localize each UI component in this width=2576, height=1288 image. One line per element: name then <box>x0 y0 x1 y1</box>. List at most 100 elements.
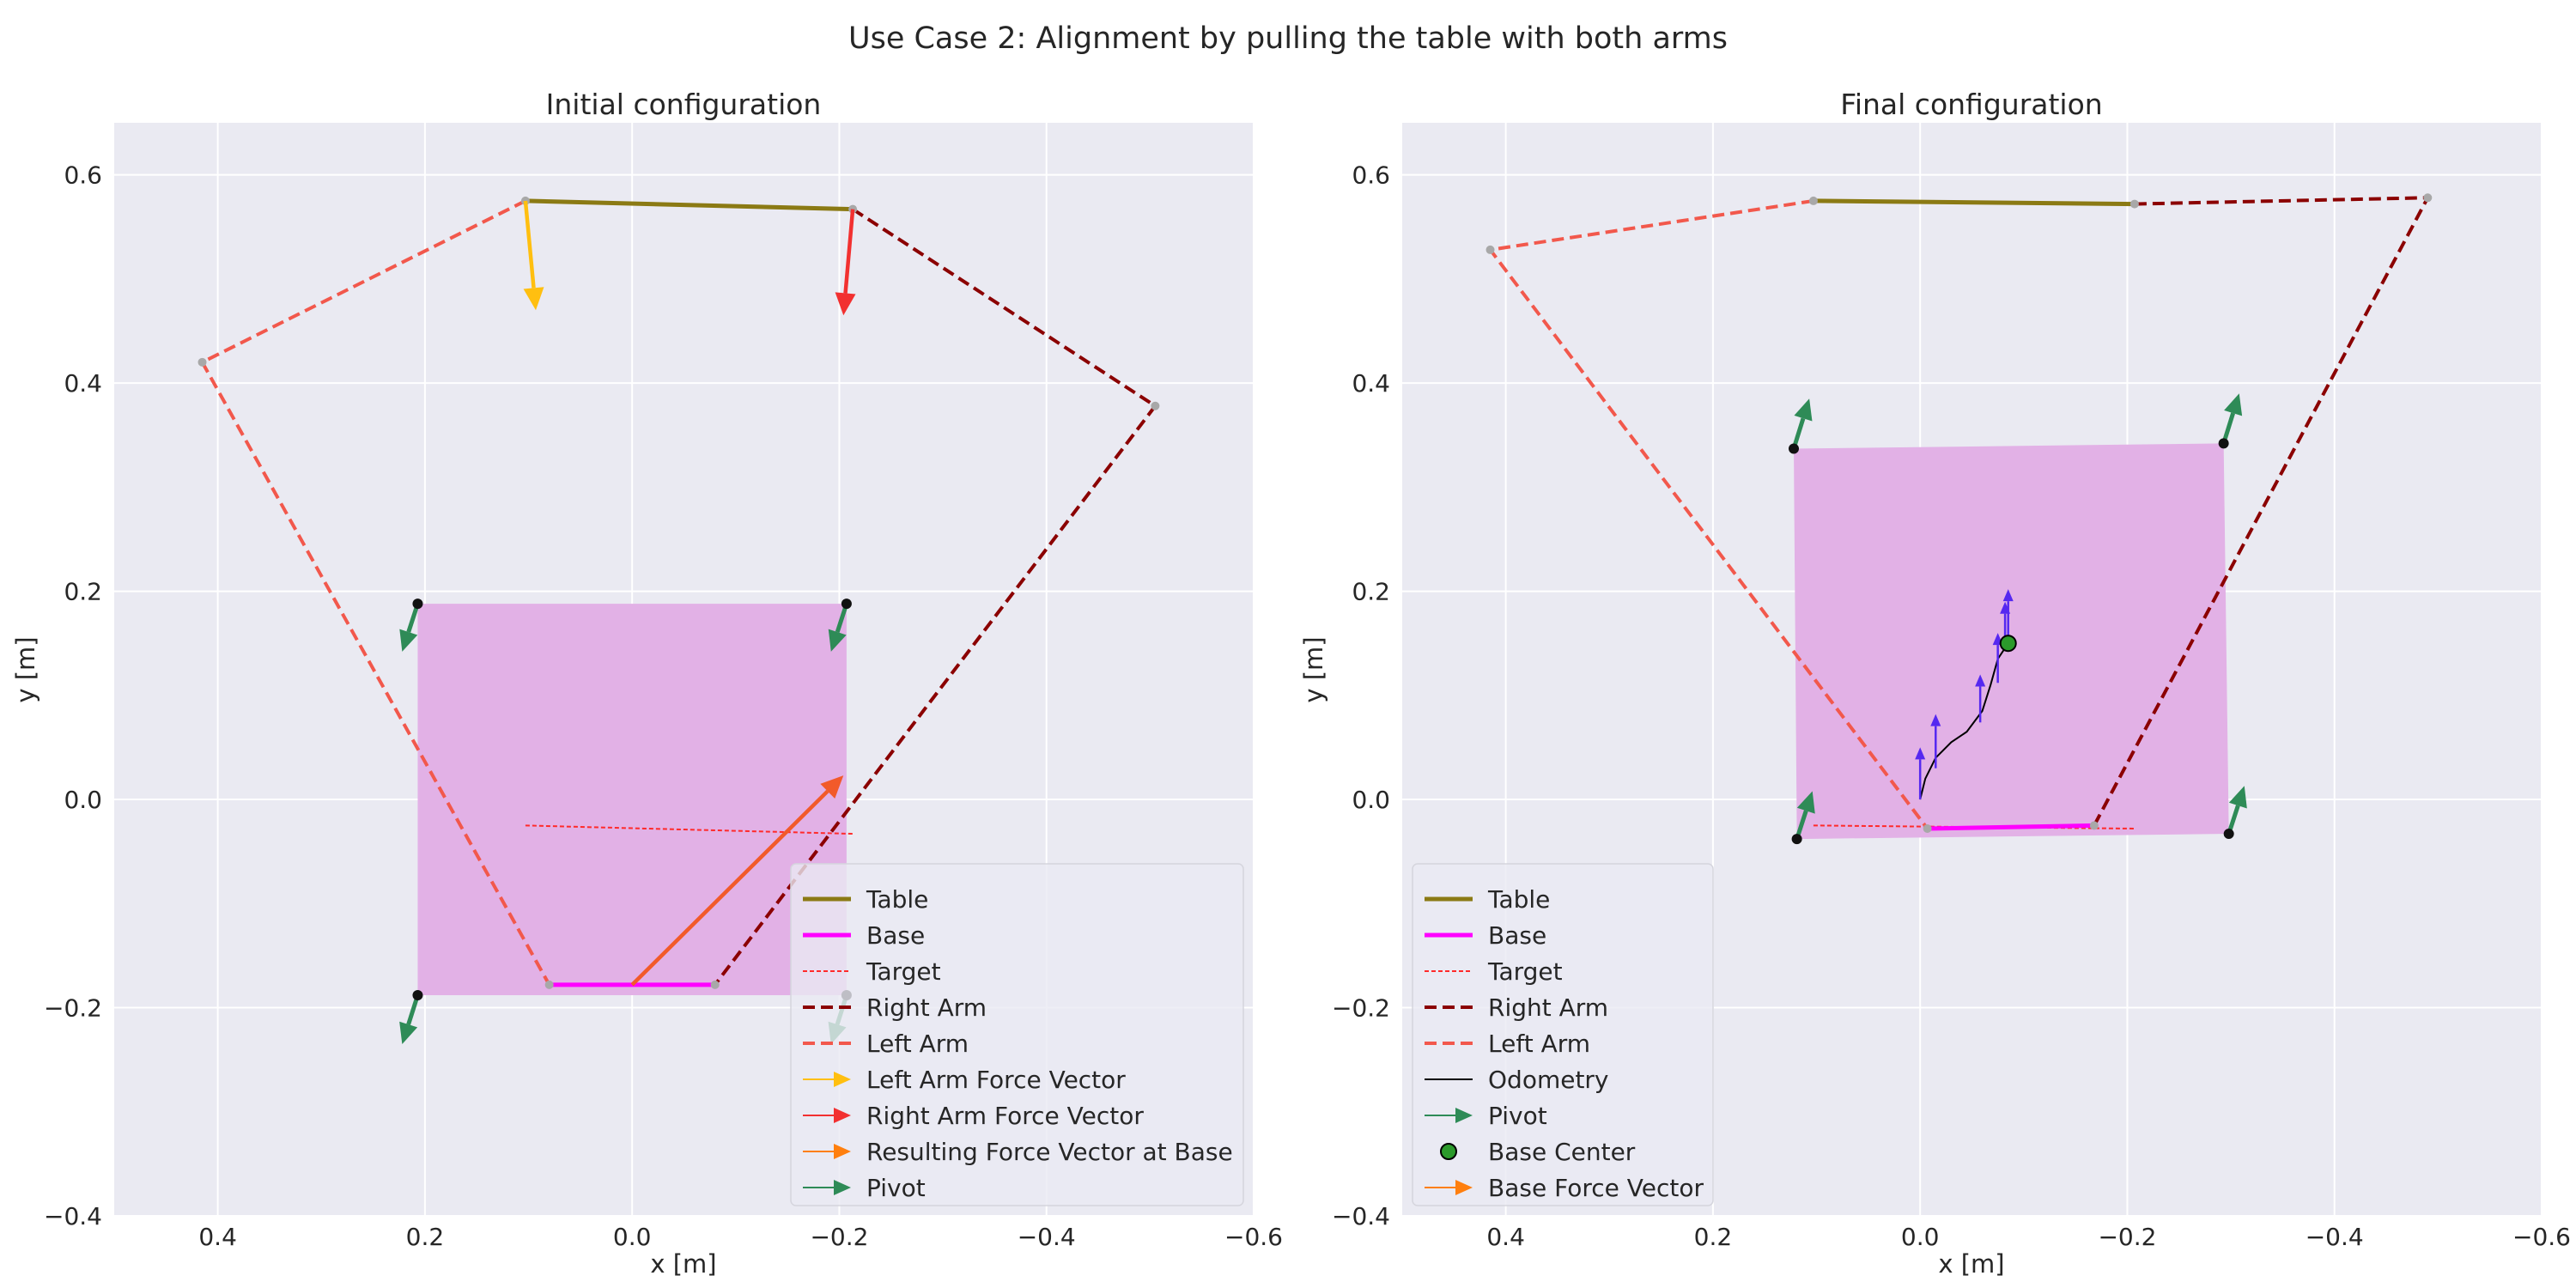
legend-label: Target <box>866 957 941 986</box>
legend-label: Odometry <box>1488 1066 1609 1094</box>
panel-title: Final configuration <box>1840 88 2102 121</box>
panel-initial: Initial configuration x [m] y [m] 0.4 0.2… <box>11 88 1283 1279</box>
tick-labels: 0.4 0.2 0.0 −0.2 −0.4 −0.6 0.6 0.4 0.2 0.0 −0.2 −0.… <box>1332 161 2571 1251</box>
y-tick-label: −0.4 <box>1332 1202 1390 1230</box>
legend: Table Base Target Right Arm Left Arm Odometry… <box>1412 863 1714 1206</box>
legend-label: Base <box>866 921 925 950</box>
y-tick-label: 0.2 <box>1352 578 1390 606</box>
table-grip-marker <box>2129 199 2139 209</box>
arm-joint-marker <box>2423 193 2433 203</box>
y-tick-label: 0.4 <box>64 369 102 398</box>
arm-joint-marker <box>1485 245 1495 254</box>
x-tick-label: −0.4 <box>1018 1223 1076 1251</box>
legend-label: Target <box>1487 957 1563 986</box>
legend-handle-head <box>1455 1180 1473 1195</box>
y-tick-label: −0.2 <box>44 994 102 1023</box>
right-arm-force-arrow-shaft <box>843 209 855 294</box>
chart-marks <box>197 196 1160 1044</box>
left-arm-force-arrow-shaft <box>523 200 536 289</box>
y-tick-label: 0.2 <box>64 578 102 606</box>
x-tick-label: 0.0 <box>613 1223 652 1251</box>
legend-label: Pivot <box>866 1174 926 1202</box>
legend-label: Right Arm <box>1488 993 1608 1022</box>
base-force-arrow-head <box>1915 747 1926 760</box>
table-grip-marker <box>1808 196 1818 205</box>
base-end-marker <box>544 980 554 989</box>
pivot-arrow <box>1791 398 1813 450</box>
base-force-arrow-head <box>1930 714 1941 726</box>
tick-labels: 0.4 0.2 0.0 −0.2 −0.4 −0.6 0.6 0.4 0.2 0.0 −0.2 −0.… <box>44 161 1283 1251</box>
base-end-marker <box>1923 823 1932 833</box>
y-tick-label: −0.4 <box>44 1202 102 1230</box>
odometry-line <box>1919 642 2009 800</box>
legend: Table Base Target Right Arm Left Arm Left Arm… <box>790 863 1244 1206</box>
base-force-arrow-head <box>1975 674 1986 687</box>
resulting-force-arrow <box>630 775 844 987</box>
x-tick-label: −0.6 <box>1224 1223 1283 1251</box>
base-end-marker <box>710 980 720 989</box>
x-tick-label: −0.2 <box>2098 1223 2156 1251</box>
legend-label: Table <box>1487 885 1550 914</box>
legend-label: Left Arm <box>1488 1030 1590 1058</box>
resulting-force-arrow-shaft <box>630 789 829 987</box>
legend-handle-head <box>834 1144 851 1159</box>
x-tick-label: 0.4 <box>198 1223 237 1251</box>
right-arm-force-arrow <box>835 209 856 316</box>
pivot-marker <box>1791 834 1802 845</box>
legend-handle <box>1425 1108 1473 1123</box>
pivot-arrow-shaft <box>2221 412 2236 445</box>
chart-marks <box>1485 193 2433 845</box>
legend-handle-head <box>1455 1108 1473 1123</box>
x-tick-label: −0.2 <box>810 1223 868 1251</box>
table-line <box>525 198 854 212</box>
legend-label: Base <box>1488 921 1546 950</box>
legend-label: Table <box>866 885 928 914</box>
x-tick-label: 0.2 <box>406 1223 445 1251</box>
base-footprint <box>417 604 847 995</box>
pivot-arrow-head <box>2224 393 2243 416</box>
left-arm-force-arrow <box>523 200 544 311</box>
legend-label: Base Force Vector <box>1488 1174 1704 1202</box>
base-force-arrow-head <box>2000 601 2011 614</box>
pivot-arrow-head <box>828 629 847 652</box>
legend-label: Resulting Force Vector at Base <box>866 1138 1233 1166</box>
legend-label: Pivot <box>1488 1102 1547 1130</box>
x-axis-label: x [m] <box>650 1249 716 1279</box>
y-tick-label: 0.6 <box>1352 161 1390 190</box>
figure-title: Use Case 2: Alignment by pulling the tab… <box>848 21 1728 56</box>
pivot-arrow <box>2221 393 2243 445</box>
pivot-marker <box>1789 443 1800 454</box>
y-axis-label: y [m] <box>1299 636 1328 702</box>
base-center-marker <box>1999 635 2017 653</box>
right-arm-force-arrow-head <box>835 292 856 316</box>
legend-box <box>1412 863 1714 1206</box>
y-axis-label: y [m] <box>11 636 40 702</box>
x-tick-label: −0.4 <box>2306 1223 2364 1251</box>
legend-handle <box>803 1072 851 1087</box>
y-tick-label: −0.2 <box>1332 994 1390 1023</box>
legend-label: Left Arm <box>866 1030 969 1058</box>
legend-label: Left Arm Force Vector <box>866 1066 1126 1094</box>
table-line <box>1813 198 2135 207</box>
base-line <box>1927 823 2094 831</box>
legend-handle <box>1425 1180 1473 1195</box>
pivot-arrow-shaft <box>1791 417 1806 450</box>
x-axis-label: x [m] <box>1938 1249 2004 1279</box>
base-force-arrow <box>1975 674 1986 723</box>
pivot-arrow-head <box>1794 398 1813 422</box>
x-tick-label: 0.4 <box>1486 1223 1525 1251</box>
arm-joint-marker <box>1151 401 1160 410</box>
legend-handle <box>803 1144 851 1159</box>
legend-handle <box>803 1180 851 1195</box>
pivot-marker <box>412 989 423 1000</box>
base-end-marker <box>2089 821 2099 830</box>
y-tick-label: 0.0 <box>64 786 102 814</box>
base-force-arrow <box>1930 714 1941 769</box>
legend-label: Right Arm Force Vector <box>866 1102 1144 1130</box>
panel-title: Initial configuration <box>546 88 822 121</box>
left-arm-force-arrow-head <box>523 287 544 311</box>
legend-handle <box>803 1108 851 1123</box>
legend-handle-head <box>834 1072 851 1087</box>
legend-box <box>790 863 1244 1206</box>
